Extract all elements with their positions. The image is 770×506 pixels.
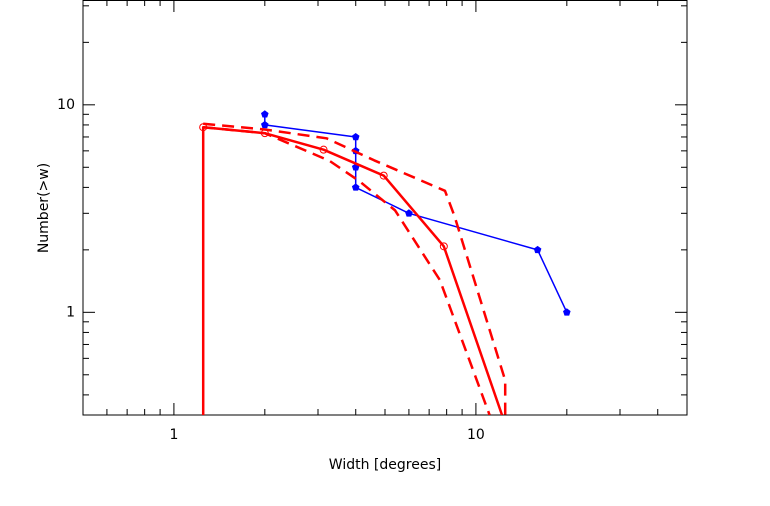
data-point bbox=[533, 245, 542, 254]
data-point bbox=[379, 171, 388, 180]
data-point bbox=[351, 183, 360, 191]
data-point bbox=[261, 110, 269, 118]
plot-area bbox=[199, 110, 571, 415]
plot-frame bbox=[82, 0, 688, 416]
y-tick-label: 10 bbox=[57, 97, 75, 113]
x-tick-label: 10 bbox=[467, 427, 485, 443]
data-point bbox=[261, 120, 269, 129]
series-line bbox=[203, 122, 507, 415]
data-point bbox=[439, 242, 448, 251]
data-point bbox=[351, 133, 360, 141]
series-line bbox=[203, 125, 491, 415]
series-line bbox=[201, 125, 504, 415]
y-axis-label: Number(>w) bbox=[36, 163, 52, 253]
data-point bbox=[319, 145, 328, 154]
data-point bbox=[405, 209, 413, 217]
x-tick-label: 1 bbox=[169, 427, 178, 443]
x-axis-label: Width [degrees] bbox=[329, 457, 441, 473]
data-point bbox=[563, 308, 571, 316]
y-tick-label: 1 bbox=[66, 304, 75, 320]
